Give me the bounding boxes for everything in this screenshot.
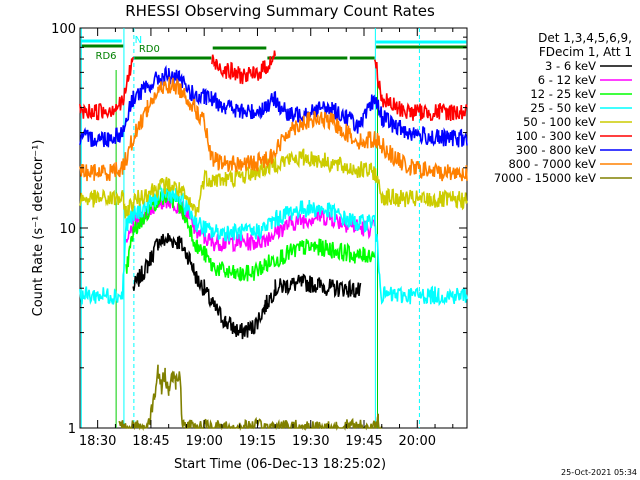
legend-header-line-2: FDecim 1, Att 1 xyxy=(539,45,632,59)
legend-label-6: 300 - 800 keV xyxy=(516,143,596,157)
y-tick-label: 10 xyxy=(59,222,76,237)
y-tick-label: 100 xyxy=(51,22,76,37)
legend-label-7: 800 - 7000 keV xyxy=(508,157,596,171)
legend-label-8: 7000 - 15000 keV xyxy=(494,171,596,185)
x-tick-label: 19:45 xyxy=(345,434,382,449)
x-axis-ticks: 18:30 18:45 19:00 19:15 19:30 19:45 20:00 xyxy=(79,28,454,449)
series-5-line xyxy=(79,50,468,122)
legend-header-line-1: Det 1,3,4,5,6,9, xyxy=(538,31,632,45)
generated-timestamp: 25-Oct-2021 05:34 xyxy=(561,468,637,477)
y-axis-ticks: 1 10 100 xyxy=(51,22,467,437)
series-8-line xyxy=(118,364,383,432)
legend-label-2: 12 - 25 keV xyxy=(530,87,596,101)
series-2-line xyxy=(125,186,376,282)
legend: Det 1,3,4,5,6,9, FDecim 1, Att 1 3 - 6 k… xyxy=(494,31,632,185)
chart-title: RHESSI Observing Summary Count Rates xyxy=(125,2,435,20)
legend-label-0: 3 - 6 keV xyxy=(545,59,596,73)
legend-label-3: 25 - 50 keV xyxy=(530,101,596,115)
y-axis-label: Count Rate (s⁻¹ detector⁻¹) xyxy=(31,140,46,317)
series-layer xyxy=(79,50,468,432)
observing-intervals xyxy=(80,39,467,60)
x-tick-label: 18:30 xyxy=(79,434,116,449)
series-6-line xyxy=(79,64,468,148)
x-axis-label: Start Time (06-Dec-13 18:25:02) xyxy=(174,457,386,472)
legend-label-1: 6 - 12 keV xyxy=(538,73,596,87)
x-tick-label: 20:00 xyxy=(399,434,436,449)
annotation-n: N xyxy=(135,35,142,46)
annotation-rd0: RD0 xyxy=(139,44,160,55)
legend-label-4: 50 - 100 keV xyxy=(523,115,596,129)
series-7-line xyxy=(79,76,468,182)
series-0-line xyxy=(132,233,362,340)
x-tick-label: 19:00 xyxy=(185,434,222,449)
annotation-rd6: RD6 xyxy=(96,51,117,62)
x-tick-label: 19:30 xyxy=(292,434,329,449)
legend-label-5: 100 - 300 keV xyxy=(516,129,596,143)
series-1-line xyxy=(125,192,376,253)
series-4-line xyxy=(79,148,468,219)
x-tick-label: 19:15 xyxy=(239,434,276,449)
x-tick-label: 18:45 xyxy=(132,434,169,449)
y-tick-label: 1 xyxy=(68,422,76,437)
